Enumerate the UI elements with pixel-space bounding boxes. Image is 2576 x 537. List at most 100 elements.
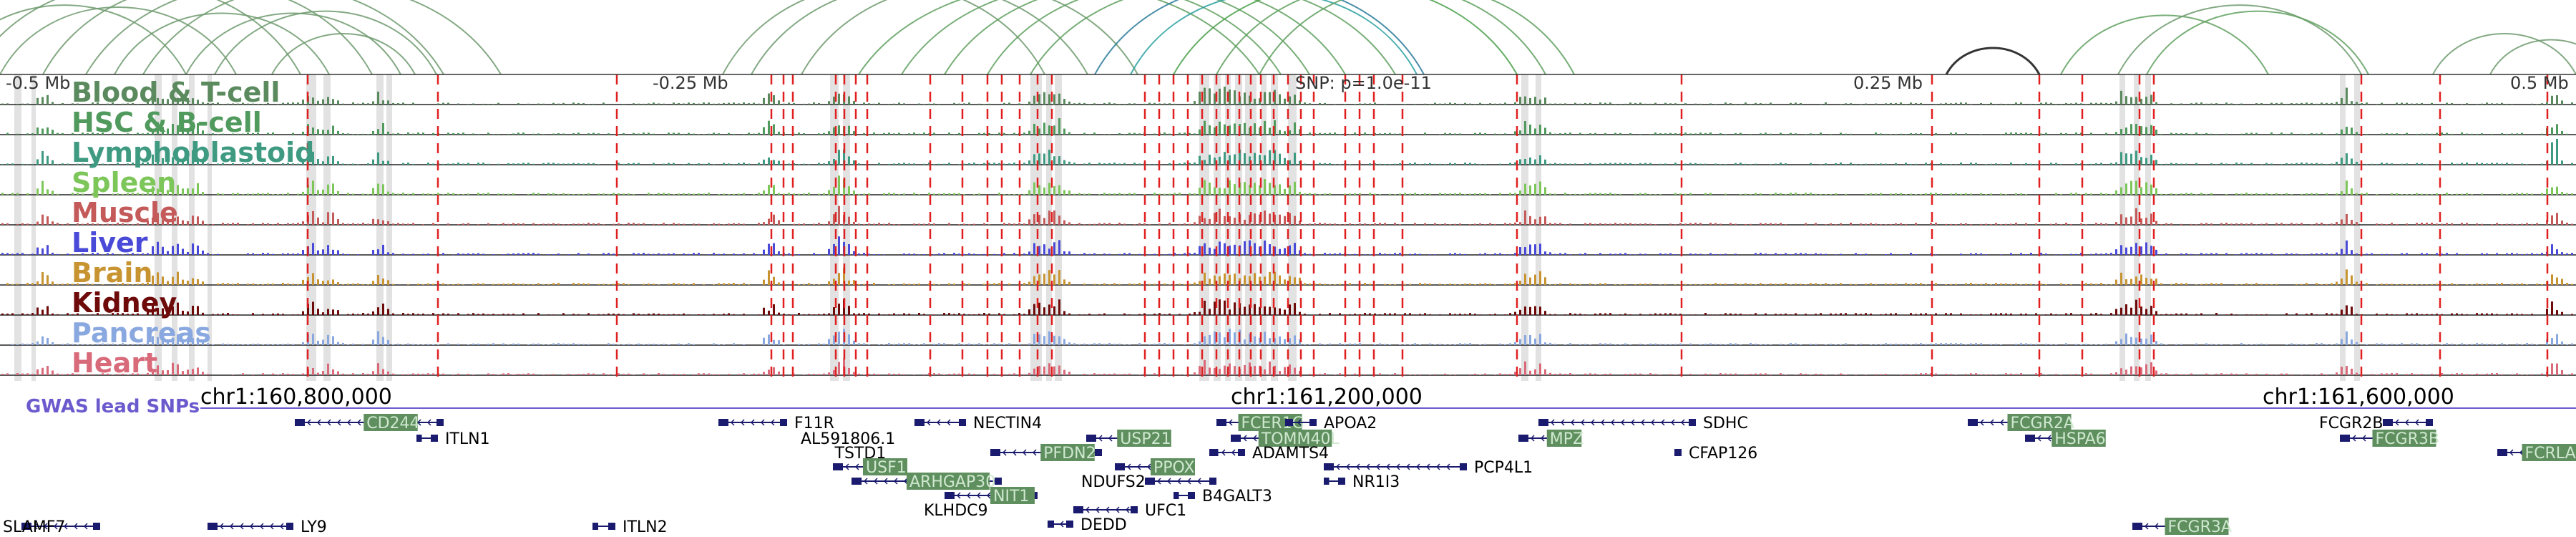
- signal-peak: [723, 224, 725, 225]
- signal-peak: [2020, 132, 2022, 135]
- signal-peak: [2306, 314, 2308, 315]
- signal-peak: [1379, 373, 1381, 375]
- signal-peak: [893, 344, 895, 345]
- signal-peak: [462, 163, 464, 165]
- signal-peak: [1659, 313, 1662, 315]
- signal-peak: [953, 284, 955, 285]
- signal-peak: [1244, 275, 1246, 285]
- signal-peak: [688, 343, 690, 345]
- signal-peak: [2336, 102, 2338, 105]
- signal-peak: [497, 224, 499, 225]
- signal-peak: [2170, 223, 2172, 225]
- track-label-spleen: Spleen: [72, 167, 176, 198]
- signal-peak: [2125, 279, 2127, 285]
- signal-peak: [257, 193, 259, 195]
- signal-peak: [1434, 344, 1436, 345]
- signal-peak: [1, 223, 4, 225]
- signal-peak: [1314, 193, 1316, 195]
- signal-peak: [1634, 193, 1636, 195]
- signal-peak: [137, 284, 139, 285]
- signal-peak: [2150, 362, 2152, 375]
- signal-peak: [2336, 281, 2338, 285]
- signal-peak: [1589, 193, 1591, 195]
- signal-peak: [908, 314, 910, 315]
- signal-peak: [698, 253, 700, 255]
- signal-peak: [1519, 222, 1521, 225]
- signal-peak: [1063, 220, 1065, 225]
- signal-peak: [848, 96, 850, 105]
- signal-peak: [1659, 344, 1662, 345]
- signal-peak: [2436, 253, 2438, 255]
- signal-peak: [1359, 314, 1361, 315]
- signal-peak: [42, 336, 44, 345]
- signal-peak: [838, 273, 840, 285]
- signal-peak: [1840, 223, 1842, 225]
- signal-peak: [958, 343, 960, 345]
- signal-peak: [207, 343, 209, 345]
- highlight-region: [376, 74, 384, 381]
- signal-peak: [2341, 309, 2343, 315]
- signal-peak: [1374, 254, 1376, 255]
- signal-peak: [602, 193, 605, 195]
- signal-peak: [2145, 242, 2147, 255]
- signal-peak: [1599, 343, 1601, 345]
- signal-peak: [1870, 314, 1872, 315]
- signal-peak: [1955, 343, 1957, 345]
- signal-peak: [1509, 284, 1511, 285]
- signal-peak: [1018, 344, 1020, 345]
- signal-peak: [1674, 344, 1677, 345]
- signal-peak: [1524, 335, 1526, 345]
- signal-peak: [267, 314, 269, 315]
- signal-peak: [1559, 133, 1561, 135]
- signal-peak: [47, 189, 49, 195]
- signal-peak: [1599, 283, 1601, 285]
- signal-peak: [1204, 87, 1206, 105]
- signal-peak: [2050, 313, 2052, 315]
- signal-peak: [1018, 223, 1020, 225]
- signal-peak: [187, 337, 189, 345]
- signal-peak: [1364, 283, 1366, 285]
- signal-peak: [1284, 279, 1286, 285]
- signal-peak: [57, 164, 59, 165]
- signal-peak: [2215, 253, 2218, 255]
- signal-peak: [557, 103, 560, 105]
- signal-peak: [723, 253, 725, 255]
- signal-peak: [72, 284, 74, 285]
- signal-peak: [1204, 218, 1206, 225]
- signal-peak: [1965, 283, 1967, 285]
- signal-peak: [1053, 94, 1055, 105]
- signal-peak: [2170, 103, 2172, 105]
- signal-peak: [36, 127, 39, 135]
- signal-peak: [1649, 314, 1652, 315]
- strand-arrow: [73, 523, 78, 530]
- signal-peak: [858, 223, 860, 225]
- signal-peak: [1534, 369, 1536, 375]
- signal-peak: [1619, 314, 1621, 315]
- signal-peak: [1449, 374, 1451, 375]
- signal-peak: [1815, 193, 1817, 195]
- signal-peak: [1835, 314, 1837, 315]
- gene-fcrla: FCRLA: [2497, 444, 2576, 463]
- signal-peak: [2546, 220, 2548, 225]
- signal-peak: [347, 344, 349, 345]
- signal-peak: [743, 134, 745, 135]
- signal-peak: [2130, 153, 2132, 165]
- signal-peak: [387, 100, 389, 105]
- signal-peak: [177, 216, 179, 225]
- signal-peak: [402, 102, 404, 105]
- signal-peak: [227, 223, 229, 225]
- signal-peak: [1885, 103, 1887, 105]
- signal-peak: [2376, 374, 2378, 375]
- signal-peak: [943, 374, 945, 375]
- signal-peak: [417, 344, 419, 345]
- gene-label-bg: [1151, 458, 1195, 475]
- signal-peak: [1569, 223, 1571, 225]
- signal-peak: [1329, 284, 1331, 285]
- signal-peak: [82, 223, 84, 225]
- signal-peak: [2130, 366, 2132, 375]
- signal-peak: [2020, 193, 2022, 195]
- signal-peak: [1294, 216, 1296, 225]
- signal-peak: [382, 100, 384, 105]
- signal-peak: [1194, 162, 1196, 165]
- signal-peak: [1714, 104, 1717, 105]
